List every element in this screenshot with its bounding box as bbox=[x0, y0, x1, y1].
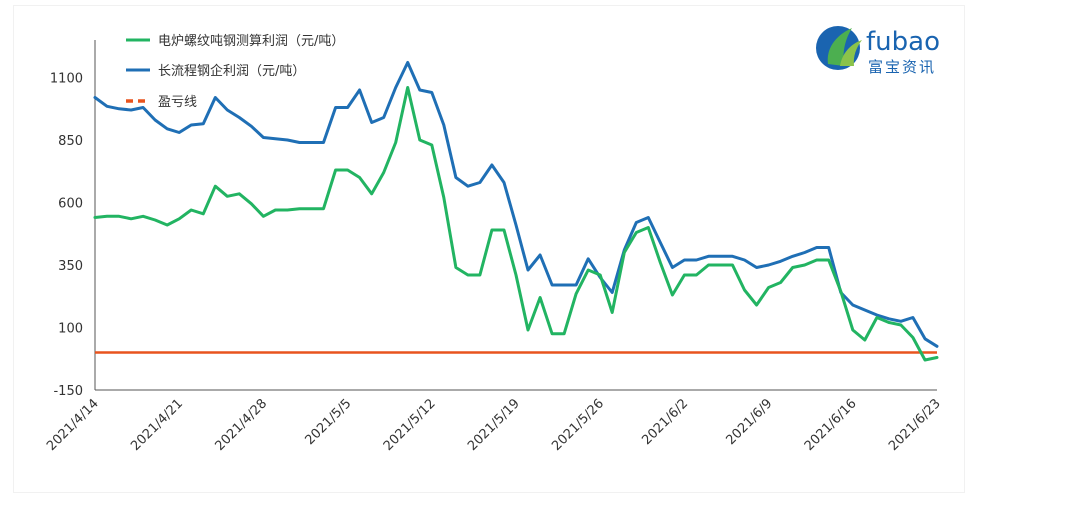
y-tick-label: 1100 bbox=[50, 72, 83, 87]
x-tick-label: 2021/6/9 bbox=[724, 396, 776, 448]
x-tick-labels: 2021/4/14 2021/4/21 2021/4/28 2021/5/5 2021/… bbox=[44, 396, 944, 454]
legend-label-breakeven: 盈亏线 bbox=[158, 95, 197, 110]
fubao-leaf-icon-2 bbox=[840, 40, 862, 66]
x-tick-label: 2021/6/16 bbox=[802, 396, 860, 454]
y-tick-label: 850 bbox=[58, 134, 83, 149]
axes bbox=[94, 40, 937, 391]
legend: 电炉螺纹吨钢测算利润（元/吨） 长流程钢企利润（元/吨） 盈亏线 bbox=[126, 34, 344, 110]
series-lines bbox=[93, 61, 939, 362]
fubao-leaf-icon bbox=[827, 28, 852, 66]
y-tick-labels: -150 100 350 600 850 1100 bbox=[50, 72, 83, 400]
fubao-logo: fubao 富宝资讯 bbox=[816, 26, 940, 76]
x-tick-label: 2021/5/5 bbox=[303, 396, 355, 448]
series-line-eaf-rebar bbox=[93, 86, 939, 362]
legend-label-long-process: 长流程钢企利润（元/吨） bbox=[158, 63, 305, 79]
y-tick-label: -150 bbox=[53, 384, 83, 399]
legend-label-eaf-rebar: 电炉螺纹吨钢测算利润（元/吨） bbox=[158, 34, 344, 49]
series-line-long-process bbox=[93, 61, 939, 348]
x-tick-label: 2021/4/14 bbox=[44, 396, 102, 454]
brand-name-cn: 富宝资讯 bbox=[868, 58, 936, 76]
x-tick-label: 2021/5/26 bbox=[549, 396, 607, 454]
x-tick-label: 2021/6/2 bbox=[639, 396, 691, 448]
chart-card bbox=[14, 6, 964, 492]
x-tick-label: 2021/4/21 bbox=[128, 396, 186, 454]
brand-name: fubao bbox=[866, 27, 940, 57]
y-tick-label: 350 bbox=[58, 259, 83, 274]
x-tick-label: 2021/5/12 bbox=[381, 396, 439, 454]
y-tick-label: 100 bbox=[58, 322, 83, 337]
x-tick-label: 2021/4/28 bbox=[212, 396, 270, 454]
x-tick-label: 2021/6/23 bbox=[886, 396, 944, 454]
x-tick-label: 2021/5/19 bbox=[465, 396, 523, 454]
y-tick-label: 600 bbox=[58, 197, 83, 212]
